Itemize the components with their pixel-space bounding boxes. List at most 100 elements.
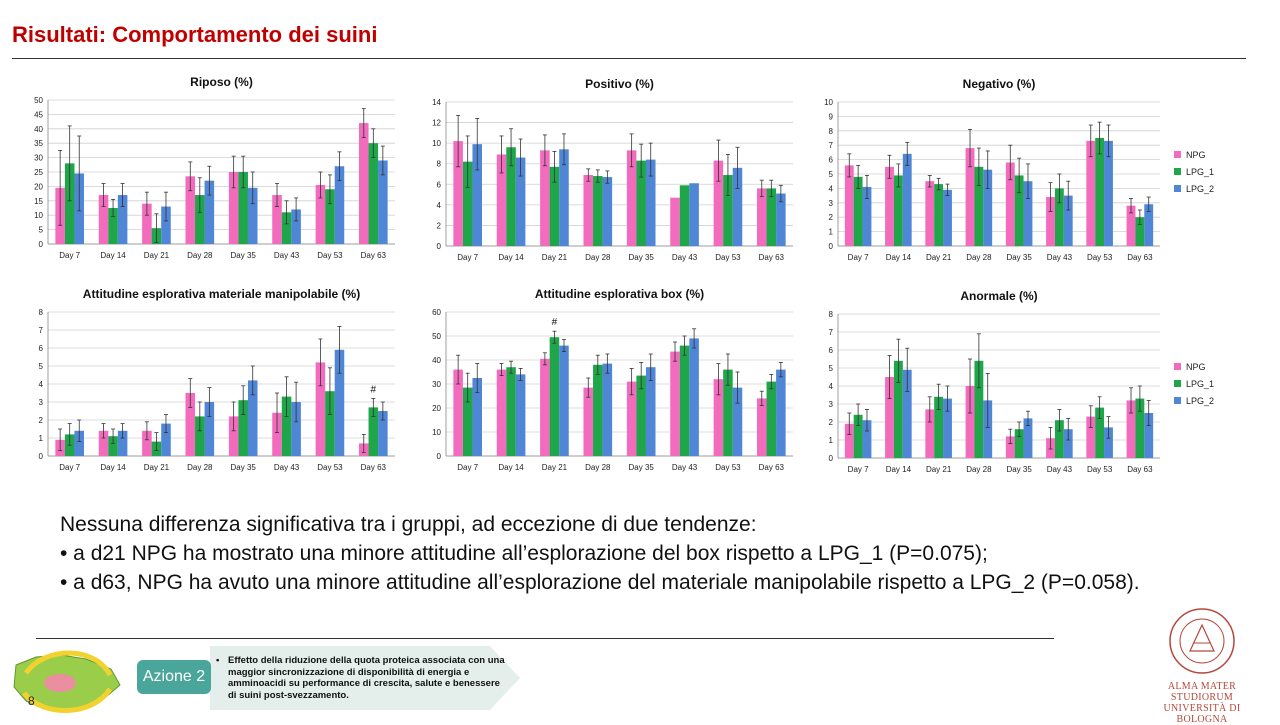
y-tick-label: 25: [34, 168, 43, 177]
y-tick-label: 2: [829, 213, 834, 222]
x-tick-label: Day 14: [886, 465, 912, 474]
chart-title: Attitudine esplorativa materiale manipol…: [83, 287, 360, 301]
y-tick-label: 4: [829, 184, 834, 193]
y-tick-label: 60: [432, 308, 441, 317]
y-tick-label: 6: [829, 156, 834, 165]
chart-riposo: Riposo (%) 0 5 10 15 20 25 30 35 40 45 50 Day 7 Day 1…: [20, 70, 405, 270]
x-tick-label: Day 28: [187, 463, 213, 472]
bar-lpg-1: [1095, 138, 1105, 246]
chart-svg: Anormale (%) 0 1 2 3 4 5 6 7 8 Day 7 Day 14 Day 21 Da…: [829, 289, 1214, 474]
bar-lpg-1: [853, 414, 863, 458]
chart-title: Riposo (%): [190, 75, 253, 89]
pig-icon: [44, 674, 76, 692]
x-tick-label: Day 7: [848, 253, 869, 262]
bar-npg: [844, 165, 854, 246]
bar-lpg-2: [291, 402, 301, 456]
bar-lpg-1: [108, 208, 118, 244]
bar-npg: [670, 351, 680, 456]
bar-lpg-2: [291, 209, 301, 244]
bar-lpg-1: [934, 184, 944, 246]
bar-lpg-2: [862, 420, 872, 458]
x-tick-label: Day 63: [361, 251, 387, 260]
y-tick-label: 4: [829, 382, 834, 391]
legend-swatch: [1174, 168, 1181, 175]
bar-lpg-1: [766, 188, 777, 246]
bar-npg: [142, 430, 152, 456]
x-tick-label: Day 35: [231, 463, 257, 472]
legend-swatch: [1174, 363, 1181, 370]
bar-lpg-2: [204, 402, 215, 456]
bar-npg: [756, 398, 767, 456]
bar-lpg-1: [462, 387, 473, 456]
x-tick-label: Day 63: [1127, 253, 1153, 262]
x-tick-label: Day 21: [542, 253, 568, 262]
x-tick-label: Day 53: [1087, 465, 1113, 474]
bar-lpg-1: [281, 396, 292, 456]
y-tick-label: 6: [829, 346, 834, 355]
bar-lpg-2: [161, 423, 171, 456]
legend-swatch: [1174, 151, 1181, 158]
bar-npg: [540, 150, 550, 246]
bar-lpg-1: [1095, 407, 1105, 458]
legend-swatch: [1174, 185, 1181, 192]
chart-negativo: Negativo (%) 0 1 2 3 4 5 6 7 8 9 10 Day 7 Day 14 Day 2…: [810, 72, 1250, 272]
cycle-arrow-top: [23, 650, 113, 677]
bar-lpg-2: [1104, 140, 1113, 246]
cycle-arrow-bottom: [22, 687, 113, 713]
bar-npg: [98, 430, 109, 456]
chart-svg: Positivo (%) 0 2 4 6 8 10 12 14 Day 7 Day 14 Day 21…: [432, 77, 793, 262]
x-tick-label: Day 43: [274, 251, 300, 260]
y-tick-label: 5: [829, 170, 834, 179]
bar-lpg-1: [238, 172, 248, 244]
chart-svg: Attitudine esplorativa materiale manipol…: [39, 287, 395, 472]
bar-lpg-1: [1135, 398, 1145, 458]
x-tick-label: Day 7: [457, 463, 478, 472]
bar-npg: [670, 197, 680, 246]
university-seal-logo: [1169, 608, 1235, 674]
bar-npg: [965, 148, 975, 246]
y-tick-label: 50: [432, 332, 441, 341]
bar-lpg-1: [1054, 420, 1064, 458]
bar-lpg-1: [934, 396, 944, 458]
bar-lpg-1: [1014, 429, 1024, 458]
bar-npg: [142, 203, 152, 244]
bar-lpg-1: [853, 176, 863, 246]
bar-npg: [583, 387, 594, 456]
page-number: 8: [28, 694, 35, 708]
bar-npg: [1086, 140, 1096, 246]
bar-lpg-2: [559, 345, 569, 456]
bar-lpg-2: [732, 387, 743, 456]
bar-lpg-1: [679, 185, 690, 246]
legend-swatch: [1174, 380, 1181, 387]
x-tick-label: Day 14: [100, 251, 126, 260]
bar-lpg-1: [893, 360, 903, 458]
y-tick-label: 5: [39, 226, 44, 235]
y-tick-label: 3: [829, 400, 834, 409]
bar-lpg-2: [689, 183, 699, 246]
significance-marker: #: [371, 384, 377, 395]
bar-lpg-2: [689, 338, 699, 456]
bar-lpg-2: [74, 430, 85, 456]
x-tick-label: Day 28: [966, 465, 992, 474]
bar-lpg-1: [1014, 175, 1024, 246]
chart-attitudine-box: Attitudine esplorativa box (%) 0 10 20 30 40 5…: [418, 282, 803, 482]
bar-lpg-2: [1063, 429, 1073, 458]
y-tick-label: 20: [432, 404, 441, 413]
bar-npg: [185, 393, 196, 456]
bar-npg: [358, 123, 369, 244]
bar-lpg-1: [281, 212, 292, 244]
legend-label: NPG: [1186, 150, 1206, 160]
x-tick-label: Day 14: [498, 463, 524, 472]
bar-npg: [496, 369, 507, 456]
chart-svg: Riposo (%) 0 5 10 15 20 25 30 35 40 45 50 Day 7 Day 1…: [34, 75, 395, 260]
bar-npg: [1005, 162, 1015, 246]
x-tick-label: Day 7: [59, 463, 80, 472]
bar-lpg-1: [325, 189, 335, 244]
bar-npg: [98, 195, 109, 244]
bar-npg: [626, 150, 637, 246]
y-tick-label: 0: [437, 452, 442, 461]
chart-anormale: Anormale (%) 0 1 2 3 4 5 6 7 8 Day 7 Day 14 Day 21 Da…: [810, 284, 1250, 484]
chart-svg: Attitudine esplorativa box (%) 0 10 20 30 40 5…: [432, 287, 793, 472]
bar-lpg-2: [559, 149, 569, 246]
bar-npg: [315, 362, 326, 456]
